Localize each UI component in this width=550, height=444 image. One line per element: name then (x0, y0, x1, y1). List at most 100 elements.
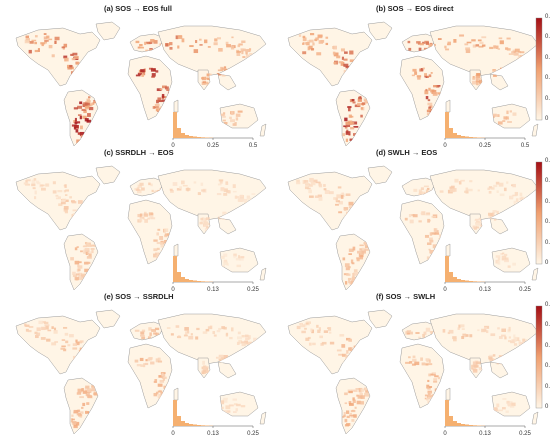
colorbar-tick-label: 0.3 (545, 54, 550, 61)
histogram-tick-label: 0.13 (479, 287, 491, 293)
histogram-bar (461, 280, 465, 282)
histogram-bar (197, 425, 201, 426)
greenland-outline (95, 309, 121, 329)
inset-histogram: 0 0.13 0.25 (443, 400, 531, 437)
panel-title: (b) SOS → EOS direct (376, 4, 454, 13)
new-zealand-outline (259, 123, 267, 137)
asia-outline (429, 25, 539, 77)
madagascar-outline (445, 99, 451, 113)
histogram-bar (189, 136, 193, 138)
histogram-bar (465, 280, 469, 282)
histogram-bar (201, 425, 205, 426)
histogram-bar (453, 421, 457, 426)
histogram-bar (181, 421, 185, 426)
new-zealand-outline (259, 267, 267, 281)
panel-title: (e) SOS → SSRDLH (104, 292, 174, 301)
histogram-bar (477, 137, 481, 138)
histogram-tick-label: 0.13 (479, 431, 491, 437)
se-asia-outline (489, 73, 509, 91)
south-america-outline (335, 377, 371, 435)
new-zealand-outline (531, 267, 539, 281)
map-panel: 0 0.25 0.5 (15, 21, 267, 149)
histogram-bar (185, 135, 189, 138)
map-panel: 0 0.13 0.25 (287, 309, 539, 437)
north-america-outline (287, 171, 373, 231)
histogram-tick-label: 0.13 (207, 431, 219, 437)
colorbar-tick-label: 0.05 (545, 383, 550, 390)
histogram-tick-label: 0.25 (247, 431, 259, 437)
histogram-bar (445, 112, 449, 138)
colorbar-tick-label: 0.15 (545, 342, 550, 349)
histogram-bar (473, 281, 477, 282)
histogram-bar (193, 424, 197, 426)
histogram-bar (465, 136, 469, 138)
histogram-bar (193, 280, 197, 282)
histogram-tick-label: 0 (171, 287, 175, 293)
map-panel: 0 0.25 0.5 (287, 21, 539, 149)
inset-histogram: 0 0.25 0.5 (171, 112, 258, 149)
colorbar-tick-label: 0.25 (545, 158, 550, 164)
histogram-tick-label: 0 (171, 431, 175, 437)
histogram-bar (449, 272, 453, 282)
south-america-outline (335, 89, 371, 147)
histogram-tick-label: 0.25 (519, 431, 531, 437)
histogram-bar (457, 279, 461, 282)
histogram-bar (173, 256, 177, 282)
histogram-tick-label: 0.25 (519, 287, 531, 293)
value-layer (24, 33, 253, 144)
histogram-tick-label: 0 (171, 143, 175, 149)
histogram-bar (181, 277, 185, 282)
histogram-bar (205, 425, 209, 426)
panel-title: (a) SOS → EOS full (104, 4, 172, 13)
se-asia-outline (217, 73, 237, 91)
histogram-tick-label: 0.5 (249, 143, 258, 149)
histogram-bar (201, 281, 205, 282)
histogram-bar (469, 137, 473, 138)
asia-outline (429, 313, 539, 365)
se-asia-outline (489, 217, 509, 235)
histogram-tick-label: 0.13 (207, 287, 219, 293)
histogram-bar (177, 272, 181, 282)
asia-outline (157, 25, 267, 77)
panel-title: (d) SWLH → EOS (376, 148, 438, 157)
histogram-bar (177, 416, 181, 426)
panel-title: (f) SOS → SWLH (376, 292, 436, 301)
colorbar-tick-label: 0.4 (545, 34, 550, 41)
colorbar-tick-label: 0 (545, 404, 549, 410)
histogram-bar (445, 256, 449, 282)
histogram-bar (469, 425, 473, 426)
histogram-tick-label: 0 (443, 431, 447, 437)
histogram-bar (473, 425, 477, 426)
se-asia-outline (217, 217, 237, 235)
histogram-bar (453, 133, 457, 138)
histogram-tick-label: 0 (443, 143, 447, 149)
colorbar-tick-label: 0 (545, 260, 549, 266)
histogram-bar (193, 136, 197, 138)
histogram-tick-label: 0 (443, 287, 447, 293)
histogram-bar (177, 128, 181, 138)
histogram-bar (181, 133, 185, 138)
colorbar (535, 17, 543, 121)
colorbar-tick-label: 0.1 (545, 363, 550, 370)
histogram-bar (185, 423, 189, 426)
histogram-bar (201, 137, 205, 138)
map-panel: 0 0.13 0.25 (15, 309, 267, 437)
se-asia-outline (489, 361, 509, 379)
north-america-outline (287, 315, 373, 375)
colorbar-tick-label: 0.2 (545, 178, 550, 185)
histogram-bar (461, 424, 465, 426)
madagascar-outline (173, 243, 179, 257)
histogram-tick-label: 0.5 (521, 143, 530, 149)
madagascar-outline (173, 387, 179, 401)
histogram-bar (189, 424, 193, 426)
greenland-outline (367, 309, 393, 329)
histogram-bar (465, 424, 469, 426)
histogram-bar (453, 277, 457, 282)
histogram-tick-label: 0.25 (479, 143, 491, 149)
new-zealand-outline (531, 411, 539, 425)
greenland-outline (95, 21, 121, 41)
colorbar-tick-label: 0.25 (545, 302, 550, 308)
histogram-bar (449, 128, 453, 138)
histogram-bar (473, 137, 477, 138)
